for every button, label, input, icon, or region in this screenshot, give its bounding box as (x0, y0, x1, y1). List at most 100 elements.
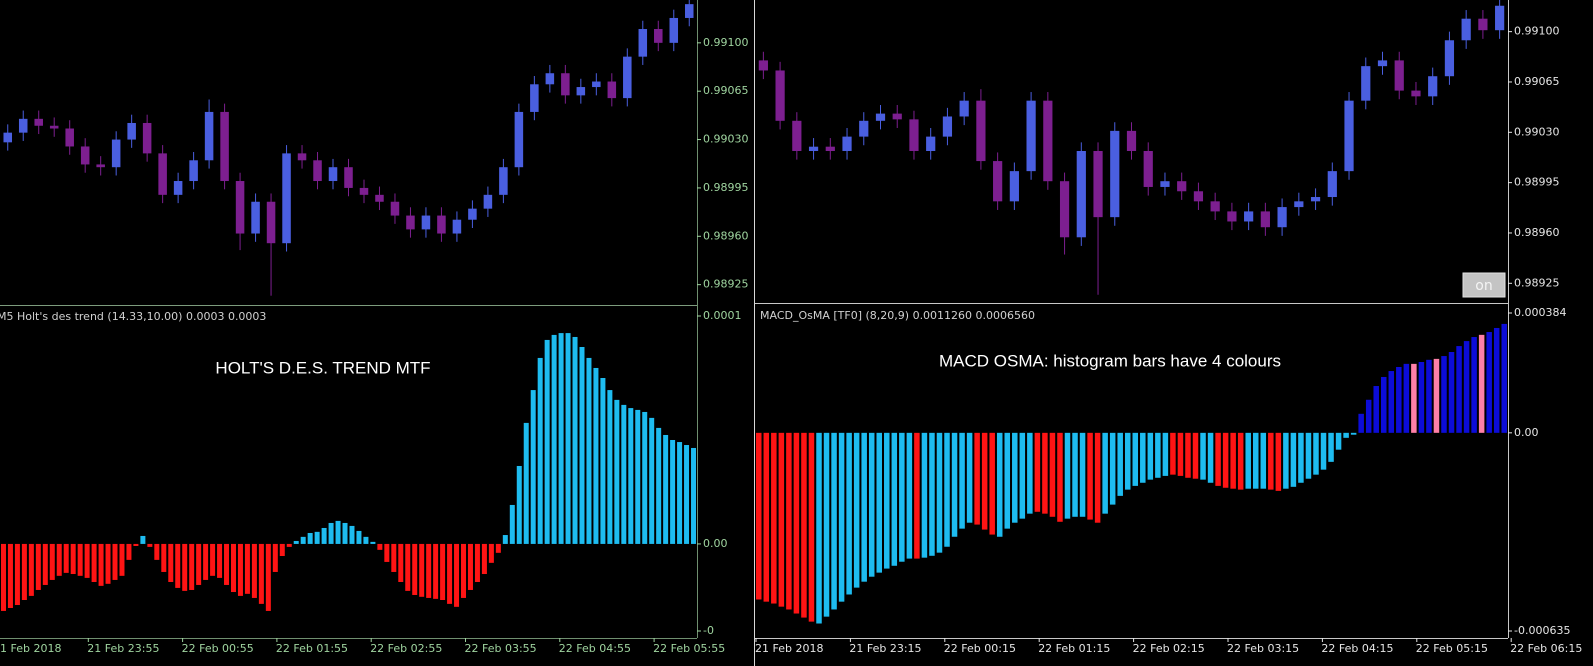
histogram-bar (1298, 432, 1304, 483)
candle-body (328, 167, 338, 182)
candle-body (1210, 201, 1220, 212)
histogram-bar (537, 357, 543, 544)
y-tick-label: 0.99030 (703, 133, 749, 146)
candle-body (282, 153, 291, 244)
histogram-bar (42, 543, 48, 585)
histogram-bar (272, 543, 278, 572)
histogram-bar (0, 543, 6, 611)
candle-body (127, 122, 136, 140)
candle-body (909, 119, 919, 151)
histogram-bar (509, 504, 515, 544)
histogram-bar (384, 543, 390, 562)
histogram-bar (621, 404, 627, 544)
candle-body (1043, 100, 1053, 182)
candle-body (959, 100, 969, 117)
histogram-bar (656, 427, 662, 544)
y-tick-label: 0.98960 (1514, 226, 1560, 239)
histogram-bar (342, 522, 348, 544)
x-tick-label: 22 Feb 06:15 (1510, 642, 1582, 655)
candle-body (592, 81, 601, 88)
histogram-bar (433, 543, 439, 599)
y-tick-label: 0.99065 (703, 84, 749, 97)
histogram-bar (808, 432, 815, 622)
candle-body (942, 116, 953, 137)
histogram-bar (981, 432, 988, 530)
candle-body (825, 146, 835, 151)
candle-body (993, 161, 1003, 202)
histogram-bar (1057, 432, 1063, 522)
histogram-bar (642, 411, 648, 544)
candle-body (499, 167, 508, 195)
y-tick-label: -0 (703, 624, 714, 637)
histogram-bar (91, 543, 97, 582)
candle-body (1026, 100, 1036, 172)
x-tick-label: 22 Feb 00:15 (944, 642, 1016, 655)
annotation: HOLT'S D.E.S. TREND MTF (215, 358, 430, 377)
candle-body (808, 146, 819, 151)
button-label: on (1475, 278, 1492, 294)
x-tick-label: 22 Feb 05:15 (1416, 642, 1488, 655)
candle-body (530, 84, 539, 112)
histogram-bar (838, 432, 845, 602)
candle-body (926, 136, 936, 151)
candle-body (204, 111, 214, 161)
histogram-bar (426, 543, 432, 598)
histogram-bar (98, 543, 104, 586)
histogram-bar (1079, 432, 1086, 517)
indicator-title: MACD_OsMA [TF0] (8,20,9) 0.0011260 0.000… (760, 309, 1035, 322)
y-tick-label: 0.98960 (703, 229, 749, 242)
histogram-bar (1388, 371, 1395, 433)
candle-body (1177, 181, 1187, 192)
histogram-bar (21, 543, 27, 601)
histogram-bar (756, 432, 762, 600)
candle-body (34, 118, 43, 126)
histogram-bar (906, 432, 913, 559)
histogram-bar (868, 432, 875, 577)
histogram-bar (474, 543, 480, 582)
histogram-bar (996, 432, 1003, 537)
histogram-bar (929, 432, 935, 556)
histogram-bar (7, 543, 13, 608)
toggle-button[interactable]: on (1462, 272, 1506, 298)
candle-body (344, 167, 353, 188)
histogram-bar (684, 445, 690, 544)
candle-body (1411, 90, 1421, 97)
histogram-bar (1192, 432, 1199, 479)
candle-body (1193, 191, 1204, 202)
histogram-bar (691, 447, 697, 544)
y-tick-label: 0.0001 (703, 309, 742, 322)
histogram-bar (481, 543, 487, 575)
histogram-bar (258, 543, 264, 604)
histogram-bar (1237, 432, 1244, 490)
candle-body (842, 136, 852, 151)
histogram-bar (649, 417, 655, 544)
histogram-bar (49, 543, 55, 580)
candle-body (375, 194, 384, 202)
histogram-bar (140, 535, 146, 544)
histogram-bar (1305, 432, 1312, 479)
histogram-bar (899, 432, 905, 562)
histogram-bar (1456, 346, 1462, 433)
histogram-bar (778, 432, 785, 607)
histogram-bar (328, 522, 334, 544)
histogram-bar (300, 536, 306, 544)
histogram-bar (989, 432, 995, 535)
candle-body (483, 194, 493, 209)
candle-body (1310, 197, 1321, 202)
histogram-bar (321, 527, 327, 544)
histogram-bar (1478, 334, 1485, 433)
histogram-bar (14, 543, 20, 606)
histogram-bar (1207, 432, 1214, 483)
histogram-bar (816, 432, 822, 624)
histogram-bar (951, 432, 958, 537)
candle-body (1260, 211, 1270, 228)
histogram-bar (1049, 432, 1056, 517)
histogram-bar (1260, 432, 1267, 489)
candle-body (892, 113, 902, 120)
histogram-bar (966, 432, 973, 523)
candle-body (1160, 181, 1170, 187)
candle-body (775, 70, 785, 121)
candle-body (684, 4, 694, 18)
histogram-bar (593, 367, 599, 544)
